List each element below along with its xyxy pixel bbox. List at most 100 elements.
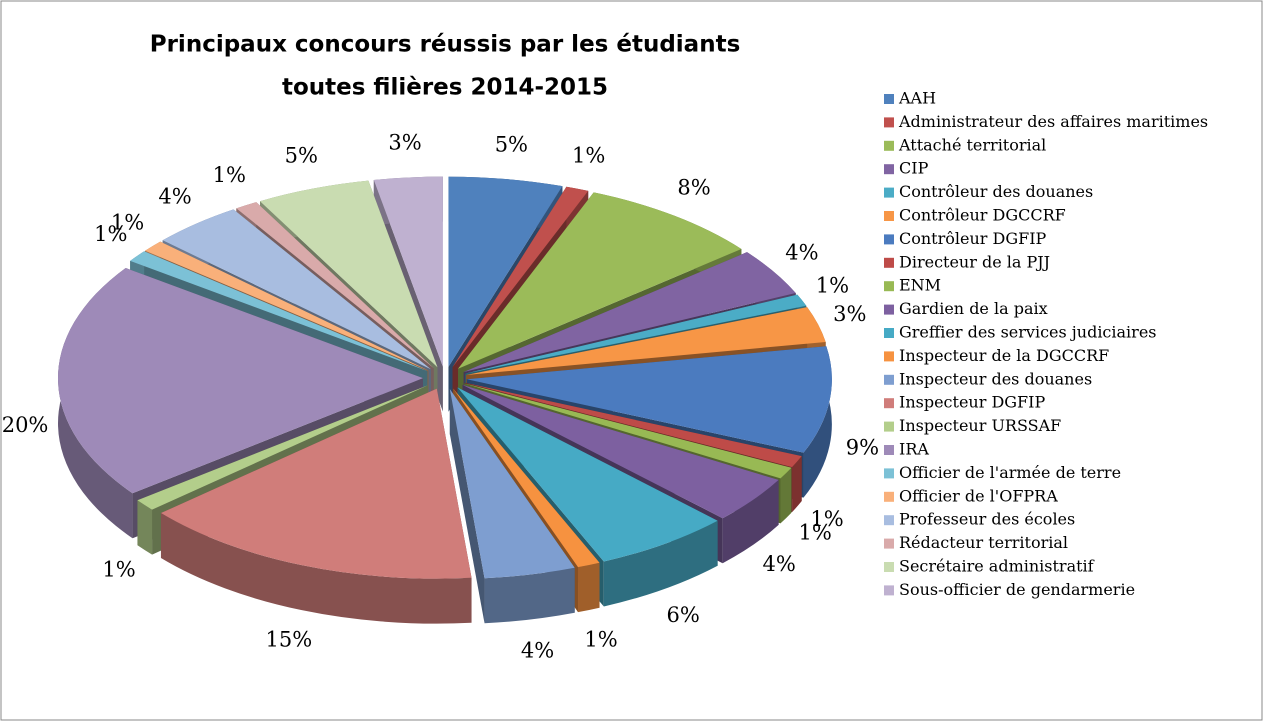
data-label: 5% [495,132,528,156]
legend-swatch [884,304,894,315]
legend-label: Attaché territorial [898,135,1046,154]
legend-swatch [884,117,894,128]
legend-label: Officier de l'OFPRA [899,486,1058,505]
slice [160,388,472,579]
slice [449,389,575,624]
legend-label: Inspecteur URSSAF [899,416,1061,435]
data-label: 4% [158,184,191,208]
slice [373,176,443,367]
data-label: 15% [266,628,313,652]
data-label: 1% [572,144,605,168]
slice-side [449,389,485,624]
legend-swatch [884,164,894,175]
legend-label: Professeur des écoles [899,510,1075,529]
legend-swatch [884,445,894,455]
legend-label: IRA [899,440,929,459]
legend-swatch [884,562,894,572]
data-label: 1% [816,274,849,298]
legend-swatch [884,468,894,479]
slice [465,294,807,374]
legend-swatch [884,538,894,549]
slice-side [603,520,718,607]
slice [162,209,431,370]
data-label: 4% [763,552,796,576]
slice [464,383,792,479]
slice-side [792,456,802,513]
legend-label: Contrôleur des douanes [899,182,1093,201]
data-label: 4% [785,241,818,265]
legend-label: ENM [899,276,941,295]
legend-swatch [884,281,894,292]
legend-swatch [884,585,894,596]
legend-swatch [884,374,894,385]
legend-label: Inspecteur DGFIP [899,393,1045,412]
data-label: 20% [2,413,49,437]
legend-swatch [884,421,894,432]
slice [466,346,832,453]
slice [145,241,429,371]
legend-swatch [884,351,894,362]
slice [452,186,589,368]
legend-swatch [884,257,894,268]
slice [463,252,796,372]
legend-label: Contrôleur DGFIP [899,229,1047,248]
data-label: 9% [846,436,879,460]
slice [462,384,779,519]
legend-swatch [884,491,894,502]
data-label: 3% [388,131,421,155]
slice [465,382,802,468]
data-label: 1% [94,222,127,246]
legend-swatch [884,328,894,338]
data-label: 5% [285,144,318,168]
legend-label: Administrateur des affaires maritimes [898,112,1208,131]
legend-swatch [884,140,894,151]
chart-title: Principaux concours réussis par les étud… [150,32,741,58]
data-label: 1% [810,507,843,531]
slice [458,192,742,369]
slice-side [722,479,779,564]
legend-label: CIP [899,159,929,178]
slice [466,307,826,375]
slice [160,388,472,624]
data-label: 8% [677,175,710,199]
legend-label: Gardien de la paix [899,299,1048,318]
slice-side [160,513,472,624]
legend-swatch [884,515,894,526]
data-label: 4% [521,639,554,663]
legend-label: Rédacteur territorial [899,533,1068,552]
slice-side [578,562,600,613]
legend-swatch [884,234,894,245]
legend-label: Secrétaire administratif [899,557,1095,576]
legend-label: AAH [898,89,936,108]
legend-label: Officier de l'armée de terre [899,463,1121,482]
slice [236,202,434,369]
legend-swatch [884,398,894,409]
data-label: 1% [111,211,144,235]
legend-label: Inspecteur des douanes [899,369,1092,388]
slice [448,176,563,367]
slice [130,251,428,372]
slice-side [484,567,575,624]
slice [449,389,575,579]
legend-label: Contrôleur DGCCRF [899,206,1066,225]
legend-label: Sous-officier de gendarmerie [899,580,1135,599]
data-label: 3% [833,302,866,326]
slice [260,180,438,368]
data-label: 1% [102,558,135,582]
slice-side [803,346,832,498]
data-label: 1% [799,520,832,544]
slice-side [137,500,153,555]
slice [453,388,600,568]
legend-swatch [884,211,894,221]
slice [457,387,718,562]
legend-swatch [884,187,894,198]
data-label: 1% [213,163,246,187]
legend-label: Greffier des services judiciaires [899,323,1157,342]
slice [137,385,428,510]
legend-swatch [884,94,894,104]
legend-label: Directeur de la PJJ [899,252,1050,271]
legend-label: Inspecteur de la DGCCRF [899,346,1109,365]
slice-side [780,467,792,524]
